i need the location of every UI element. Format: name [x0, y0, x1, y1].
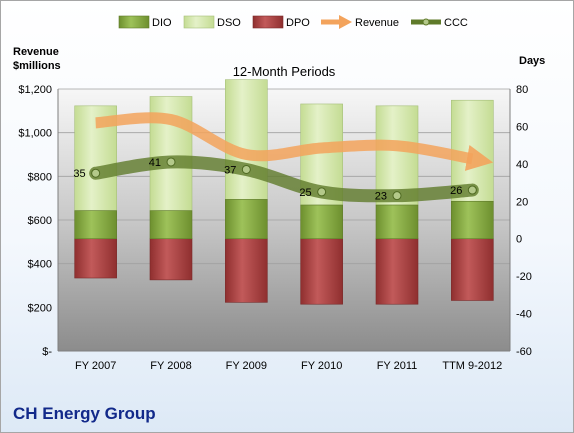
- x-tick-label: FY 2010: [301, 360, 342, 372]
- ccc-data-label: 25: [299, 187, 311, 199]
- bar-dio: [300, 204, 343, 240]
- bar-dpo: [451, 238, 494, 301]
- right-tick-label: 60: [516, 121, 528, 133]
- legend-label-revenue: Revenue: [355, 17, 399, 29]
- legend-swatch-dpo: [252, 15, 284, 29]
- right-tick-label: 40: [516, 159, 528, 171]
- legend-item-dio: DIO: [118, 15, 172, 29]
- bar-dso: [225, 79, 268, 200]
- right-tick-label: 80: [516, 84, 528, 96]
- ccc-data-label: 35: [73, 168, 85, 180]
- legend-label-ccc: CCC: [444, 17, 468, 29]
- bar-dpo: [300, 238, 343, 305]
- x-tick-label: FY 2011: [377, 360, 418, 372]
- bar-dpo: [74, 238, 117, 279]
- ccc-point: [392, 191, 402, 201]
- ccc-point: [166, 157, 176, 167]
- ccc-point: [317, 187, 327, 197]
- bar-dio: [149, 210, 193, 240]
- x-tick-label: TTM 9-2012: [442, 360, 502, 372]
- left-tick-label: $1,200: [18, 84, 52, 96]
- ccc-point: [241, 164, 251, 174]
- ccc-data-label: 26: [450, 185, 462, 197]
- right-axis-title: Days: [519, 55, 545, 67]
- gridlines: [57, 88, 511, 352]
- left-axis-title-line1: Revenue: [13, 46, 59, 58]
- bar-dio: [375, 204, 419, 240]
- right-axis-ticks: -60 -40 -20 0 20 40 60 80: [516, 84, 532, 358]
- legend-item-dso: DSO: [183, 15, 241, 29]
- ccc-point: [91, 168, 101, 178]
- right-tick-label: -40: [516, 309, 532, 321]
- right-tick-label: -20: [516, 271, 532, 283]
- left-tick-label: $400: [28, 259, 52, 271]
- left-tick-label: $200: [28, 302, 52, 314]
- ccc-data-label: 23: [375, 191, 387, 203]
- bar-dpo: [149, 238, 193, 281]
- legend-swatch-dio: [118, 15, 150, 29]
- legend-item-ccc: CCC: [411, 17, 468, 29]
- left-axis-title-line2: $millions: [13, 60, 61, 72]
- legend: DIO DSO DPO Revenue CCC: [118, 15, 468, 29]
- bar-dio: [225, 199, 268, 240]
- ccc-point: [467, 185, 477, 195]
- left-tick-label: $-: [42, 346, 52, 358]
- ccc-line: [89, 155, 479, 203]
- bar-dso: [375, 105, 419, 206]
- legend-arrow-revenue: [339, 15, 352, 29]
- legend-label-dso: DSO: [217, 17, 241, 29]
- right-tick-label: 0: [516, 234, 522, 246]
- ccc-data-label: 37: [224, 164, 236, 176]
- legend-swatch-dso: [183, 15, 215, 29]
- bar-dio: [451, 200, 494, 240]
- bar-dio: [74, 210, 117, 240]
- x-axis-ticks: FY 2007 FY 2008 FY 2009 FY 2010 FY 2011 TTM 9…: [75, 360, 502, 372]
- left-tick-label: $800: [28, 171, 52, 183]
- revenue-line: [95, 112, 494, 171]
- chart-title: 12-Month Periods: [233, 64, 336, 79]
- company-name: CH Energy Group: [13, 404, 156, 423]
- ccc-data-label: 41: [149, 157, 161, 169]
- right-tick-label: 20: [516, 196, 528, 208]
- x-tick-label: FY 2008: [150, 360, 191, 372]
- revenue-series: [95, 112, 494, 171]
- left-axis-ticks: $- $200 $400 $600 $800 $1,000 $1,200: [18, 84, 52, 358]
- legend-marker-ccc: [422, 18, 430, 26]
- left-tick-label: $1,000: [18, 128, 52, 140]
- ccc-series: 35 41 37 25 23 26: [73, 155, 479, 203]
- legend-label-dpo: DPO: [286, 17, 310, 29]
- bar-dpo: [225, 238, 268, 303]
- right-tick-label: -60: [516, 346, 532, 358]
- left-tick-label: $600: [28, 215, 52, 227]
- legend-item-dpo: DPO: [252, 15, 310, 29]
- legend-item-revenue: Revenue: [321, 15, 399, 29]
- x-tick-label: FY 2007: [75, 360, 116, 372]
- x-tick-label: FY 2009: [226, 360, 267, 372]
- bar-dpo: [375, 238, 419, 305]
- legend-label-dio: DIO: [152, 17, 172, 29]
